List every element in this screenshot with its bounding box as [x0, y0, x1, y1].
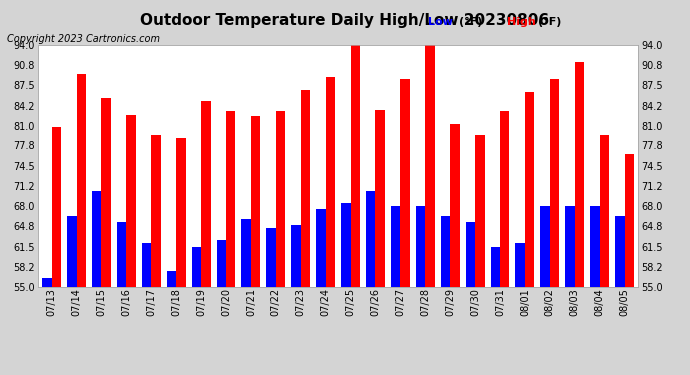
- Bar: [52, 127, 61, 287]
- Bar: [425, 45, 435, 287]
- Text: Low: Low: [428, 17, 453, 27]
- Bar: [117, 222, 126, 287]
- Bar: [316, 209, 326, 287]
- Text: Copyright 2023 Cartronics.com: Copyright 2023 Cartronics.com: [7, 34, 160, 44]
- Bar: [375, 110, 385, 287]
- Bar: [341, 203, 351, 287]
- Bar: [450, 124, 460, 287]
- Bar: [217, 240, 226, 287]
- Bar: [416, 206, 425, 287]
- Bar: [192, 247, 201, 287]
- Bar: [326, 77, 335, 287]
- Bar: [126, 115, 136, 287]
- Bar: [615, 216, 624, 287]
- Bar: [301, 90, 310, 287]
- Bar: [550, 79, 560, 287]
- Bar: [251, 116, 260, 287]
- Bar: [391, 206, 400, 287]
- Bar: [624, 153, 634, 287]
- Bar: [276, 111, 285, 287]
- Text: High: High: [507, 17, 536, 27]
- Bar: [590, 206, 600, 287]
- Bar: [201, 101, 210, 287]
- Bar: [167, 272, 176, 287]
- Bar: [515, 243, 525, 287]
- Bar: [226, 111, 235, 287]
- Bar: [400, 79, 410, 287]
- Bar: [565, 206, 575, 287]
- Bar: [475, 135, 484, 287]
- Bar: [600, 135, 609, 287]
- Text: (°F): (°F): [459, 17, 482, 27]
- Bar: [92, 191, 101, 287]
- Bar: [525, 92, 534, 287]
- Bar: [151, 135, 161, 287]
- Bar: [500, 111, 509, 287]
- Bar: [42, 278, 52, 287]
- Text: (°F): (°F): [538, 17, 562, 27]
- Bar: [291, 225, 301, 287]
- Bar: [351, 44, 360, 287]
- Bar: [575, 62, 584, 287]
- Bar: [366, 191, 375, 287]
- Bar: [77, 74, 86, 287]
- Bar: [142, 243, 151, 287]
- Bar: [540, 206, 550, 287]
- Bar: [176, 138, 186, 287]
- Bar: [241, 219, 251, 287]
- Bar: [466, 222, 475, 287]
- Bar: [101, 98, 111, 287]
- Text: Outdoor Temperature Daily High/Low 20230806: Outdoor Temperature Daily High/Low 20230…: [141, 13, 549, 28]
- Bar: [491, 247, 500, 287]
- Bar: [441, 216, 450, 287]
- Bar: [67, 216, 77, 287]
- Bar: [266, 228, 276, 287]
